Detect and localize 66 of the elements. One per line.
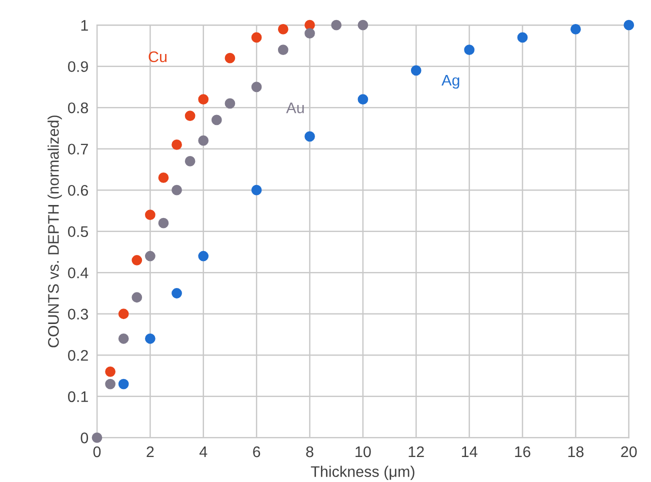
point xyxy=(304,131,315,142)
point xyxy=(144,333,156,344)
text: Cu xyxy=(148,51,166,62)
x-tick-label: 0 xyxy=(93,446,101,458)
point xyxy=(358,94,368,105)
x-tick-label: 14 xyxy=(462,446,478,458)
point xyxy=(198,135,209,146)
y-tick-label: 1 xyxy=(81,20,88,31)
point xyxy=(251,82,262,92)
point xyxy=(517,32,528,43)
point xyxy=(570,24,581,34)
y-tick-label: 0.8 xyxy=(68,102,88,114)
x-axis-title: Thickness (μm) xyxy=(310,466,414,480)
point xyxy=(211,114,222,126)
point xyxy=(172,184,182,196)
point xyxy=(358,20,368,30)
x-tick-label: 16 xyxy=(515,446,530,458)
point xyxy=(184,156,196,166)
y-tick-label: 0.2 xyxy=(68,350,88,361)
point xyxy=(331,20,342,30)
point xyxy=(144,210,156,220)
x-tick-label: 12 xyxy=(408,446,424,458)
x-tick-label: 20 xyxy=(621,446,637,458)
point xyxy=(198,250,209,262)
point xyxy=(144,250,156,262)
x-tick-label: 10 xyxy=(356,446,371,458)
point xyxy=(251,184,262,196)
point xyxy=(172,288,182,298)
point xyxy=(304,28,315,39)
point xyxy=(158,172,169,183)
point xyxy=(105,366,116,377)
y-tick-label: 0.9 xyxy=(68,61,88,72)
y-tick-label: 0.7 xyxy=(68,144,88,155)
point xyxy=(132,255,142,266)
x-tick-label: 4 xyxy=(199,446,208,458)
point xyxy=(92,432,102,443)
point xyxy=(132,292,142,303)
y-tick-label: 0.5 xyxy=(68,226,88,238)
x-tick-label: 2 xyxy=(146,446,154,458)
point xyxy=(278,24,288,34)
point xyxy=(251,32,262,43)
point xyxy=(410,65,422,76)
point xyxy=(172,140,182,150)
x-tick-label: 6 xyxy=(253,446,260,458)
series-label: Au xyxy=(286,102,304,114)
point xyxy=(198,94,209,105)
point xyxy=(624,20,634,30)
series-label: Ag xyxy=(442,75,460,89)
point xyxy=(224,52,236,64)
point xyxy=(118,378,129,390)
y-tick-label: 0.6 xyxy=(68,184,88,196)
y-tick-label: 0.1 xyxy=(68,391,88,402)
x-tick-label: 18 xyxy=(568,446,584,458)
y-tick-label: 0 xyxy=(80,432,88,444)
point xyxy=(224,98,236,109)
y-tick-label: 0.3 xyxy=(68,308,88,320)
point xyxy=(278,44,288,56)
point xyxy=(158,218,169,228)
point xyxy=(118,308,129,320)
point xyxy=(464,44,474,56)
point xyxy=(118,333,129,344)
point xyxy=(105,378,116,390)
y-tick-label: 0.4 xyxy=(68,267,88,278)
y-axis-title: COUNTS vs. DEPTH (normalized) xyxy=(48,116,62,348)
x-tick-label: 8 xyxy=(306,446,314,458)
point xyxy=(184,110,196,122)
